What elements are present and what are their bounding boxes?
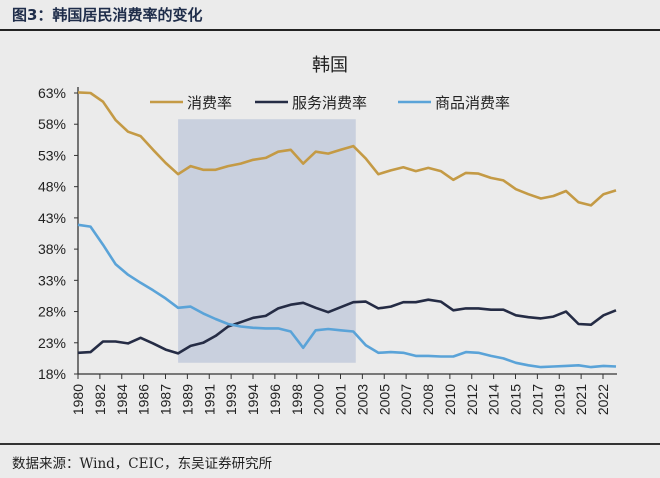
shaded-period [178,119,356,363]
x-tick-label: 2005 [376,384,392,415]
legend-item: 消费率 [150,94,232,112]
x-tick-label: 2008 [420,384,436,415]
y-tick-label: 23% [38,335,66,351]
x-tick-label: 2015 [508,384,524,415]
x-tick-label: 2017 [529,384,545,415]
x-tick-label: 1987 [158,384,174,415]
x-tick-label: 1980 [70,384,86,415]
x-tick-label: 2021 [573,384,589,415]
series-line-1 [77,91,617,207]
source-note: 数据来源：Wind，CEIC，东吴证券研究所 [12,456,273,472]
x-tick-label: 2000 [311,384,327,415]
x-tick-label: 1993 [223,384,239,415]
y-tick-label: 33% [38,272,66,288]
x-tick-label: 1984 [114,384,130,415]
series-line-3 [77,223,617,369]
legend-label: 商品消费率 [435,94,510,112]
x-tick-label: 1989 [179,384,195,415]
x-tick-label: 2019 [551,384,567,415]
x-tick-label: 2003 [354,384,370,415]
x-tick-label: 1998 [289,384,305,415]
legend-label: 消费率 [187,94,232,112]
y-tick-label: 48% [38,179,66,195]
x-tick-label: 2001 [333,384,349,415]
y-tick-label: 43% [38,210,66,226]
legend-item: 商品消费率 [398,94,510,112]
chart-title: 韩国 [312,55,348,76]
x-tick-label: 1994 [245,384,261,415]
y-tick-label: 63% [38,85,66,101]
y-tick-label: 18% [38,366,66,382]
y-tick-label: 53% [38,147,66,163]
top-divider [0,29,660,31]
bottom-divider [0,443,660,445]
x-tick-label: 1991 [201,384,217,415]
x-tick-label: 2010 [442,384,458,415]
x-tick-label: 2014 [486,384,502,415]
x-tick-label: 1996 [267,384,283,415]
legend-item: 服务消费率 [255,94,367,112]
series-line-2 [77,298,617,355]
x-tick-label: 1982 [92,384,108,415]
y-tick-label: 38% [38,241,66,257]
line-chart: 韩国 18% 23% 28% 33% 38% 43% 48% 53% 58% 63% 1980 198… [38,55,617,415]
y-tick-label: 58% [38,116,66,132]
figure-title: 图3：韩国居民消费率的变化 [12,6,203,24]
x-tick-label: 2022 [595,384,611,415]
x-tick-label: 2007 [398,384,414,415]
x-tick-label: 2012 [464,384,480,415]
y-tick-label: 28% [38,304,66,320]
legend-label: 服务消费率 [292,94,367,112]
x-tick-label: 1986 [136,384,152,415]
